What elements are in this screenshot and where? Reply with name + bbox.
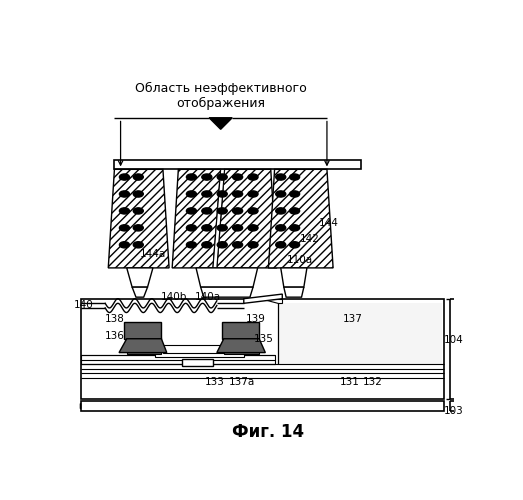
Ellipse shape xyxy=(133,208,143,214)
Ellipse shape xyxy=(276,191,286,197)
Ellipse shape xyxy=(133,174,143,180)
Text: 103: 103 xyxy=(444,406,463,416)
Polygon shape xyxy=(217,170,277,268)
Polygon shape xyxy=(263,298,282,302)
Polygon shape xyxy=(127,268,153,287)
Text: 144a: 144a xyxy=(140,249,166,259)
Ellipse shape xyxy=(217,174,227,180)
Ellipse shape xyxy=(119,191,129,197)
Ellipse shape xyxy=(186,242,197,248)
Polygon shape xyxy=(196,268,258,287)
Ellipse shape xyxy=(290,174,300,180)
Bar xyxy=(127,337,161,354)
Ellipse shape xyxy=(248,225,258,231)
Bar xyxy=(115,160,361,170)
Ellipse shape xyxy=(202,191,212,197)
Ellipse shape xyxy=(186,208,197,214)
Ellipse shape xyxy=(186,174,197,180)
Polygon shape xyxy=(172,170,221,268)
Ellipse shape xyxy=(248,242,258,248)
Text: 135: 135 xyxy=(254,334,274,344)
Ellipse shape xyxy=(290,208,300,214)
Ellipse shape xyxy=(233,174,243,180)
Polygon shape xyxy=(213,170,224,268)
Ellipse shape xyxy=(276,225,286,231)
Text: 140a: 140a xyxy=(195,292,221,302)
Text: 133: 133 xyxy=(204,377,224,387)
Polygon shape xyxy=(217,338,265,352)
Ellipse shape xyxy=(248,208,258,214)
Text: Фиг. 14: Фиг. 14 xyxy=(232,423,304,441)
Ellipse shape xyxy=(133,242,143,248)
Text: 144: 144 xyxy=(319,218,338,228)
Ellipse shape xyxy=(290,242,300,248)
Ellipse shape xyxy=(290,191,300,197)
Bar xyxy=(155,351,244,357)
Ellipse shape xyxy=(133,191,143,197)
Text: 104: 104 xyxy=(444,334,463,344)
Polygon shape xyxy=(108,170,169,268)
Text: 110a: 110a xyxy=(287,255,313,265)
Polygon shape xyxy=(284,287,304,297)
Ellipse shape xyxy=(217,242,227,248)
Ellipse shape xyxy=(202,225,212,231)
Text: 139: 139 xyxy=(246,314,266,324)
Text: 140: 140 xyxy=(74,300,94,310)
Text: 137: 137 xyxy=(343,314,363,324)
Ellipse shape xyxy=(233,242,243,248)
Polygon shape xyxy=(119,338,167,352)
Text: 137a: 137a xyxy=(229,377,255,387)
Ellipse shape xyxy=(248,191,258,197)
Bar xyxy=(81,401,444,411)
Bar xyxy=(81,355,275,364)
Bar xyxy=(278,302,442,364)
Ellipse shape xyxy=(119,174,129,180)
Ellipse shape xyxy=(290,225,300,231)
Ellipse shape xyxy=(119,225,129,231)
Bar xyxy=(224,337,259,354)
Text: 132: 132 xyxy=(363,377,383,387)
Ellipse shape xyxy=(248,174,258,180)
Ellipse shape xyxy=(186,225,197,231)
Polygon shape xyxy=(281,268,307,287)
Ellipse shape xyxy=(119,208,129,214)
Ellipse shape xyxy=(119,242,129,248)
Ellipse shape xyxy=(233,225,243,231)
Polygon shape xyxy=(201,287,253,297)
Ellipse shape xyxy=(233,208,243,214)
Ellipse shape xyxy=(276,208,286,214)
Bar xyxy=(182,359,213,366)
Bar xyxy=(124,322,162,338)
Text: 140b: 140b xyxy=(161,292,188,302)
Bar xyxy=(163,345,236,352)
Bar xyxy=(222,322,259,338)
Text: 142: 142 xyxy=(300,234,320,243)
Text: Область неэффективного
отображения: Область неэффективного отображения xyxy=(135,82,306,110)
Ellipse shape xyxy=(217,191,227,197)
Bar xyxy=(81,298,444,399)
Ellipse shape xyxy=(202,242,212,248)
Ellipse shape xyxy=(202,174,212,180)
Ellipse shape xyxy=(186,191,197,197)
Ellipse shape xyxy=(217,208,227,214)
Text: 131: 131 xyxy=(340,377,360,387)
Ellipse shape xyxy=(133,225,143,231)
Polygon shape xyxy=(209,118,232,130)
Ellipse shape xyxy=(276,174,286,180)
Ellipse shape xyxy=(202,208,212,214)
Text: 136: 136 xyxy=(105,330,124,340)
Ellipse shape xyxy=(217,225,227,231)
Polygon shape xyxy=(268,170,333,268)
Text: 138: 138 xyxy=(105,314,124,324)
Polygon shape xyxy=(244,294,282,304)
Ellipse shape xyxy=(276,242,286,248)
Polygon shape xyxy=(132,287,147,297)
Ellipse shape xyxy=(233,191,243,197)
